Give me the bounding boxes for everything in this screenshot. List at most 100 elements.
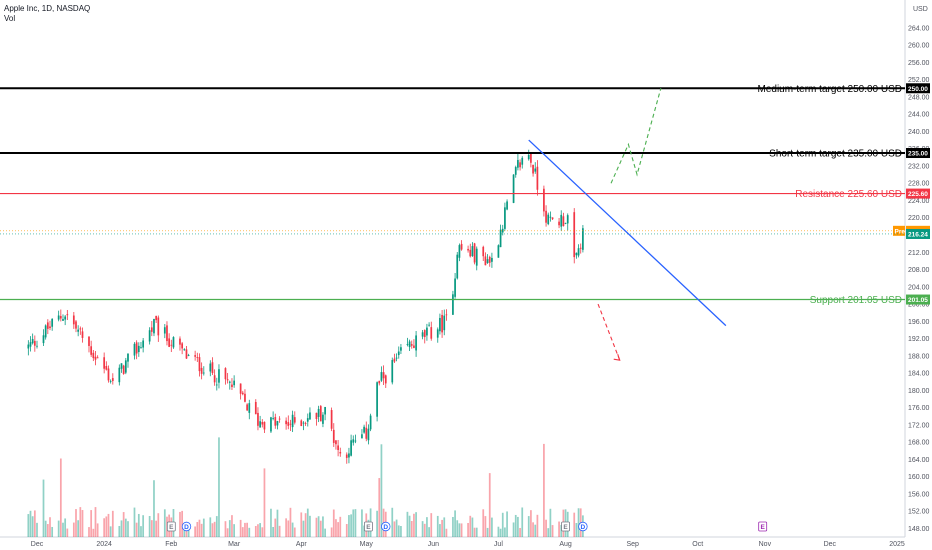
- dividend-marker[interactable]: [181, 521, 192, 532]
- price-tick-label: 220.00: [908, 215, 930, 222]
- candle-body: [81, 331, 84, 338]
- volume-bar: [231, 515, 233, 537]
- candle-body: [382, 372, 385, 379]
- candle-body: [49, 326, 51, 329]
- candle-body: [181, 343, 184, 349]
- candle-body: [246, 404, 248, 411]
- current-price-tag-text: 216.24: [908, 231, 928, 238]
- volume-bar: [309, 515, 311, 537]
- volume-bar: [501, 512, 504, 537]
- candle-body: [194, 355, 197, 357]
- volume-bar: [488, 473, 491, 537]
- earnings-marker[interactable]: [758, 521, 768, 532]
- level-label: Resistance 225.60 USD: [795, 189, 902, 200]
- volume-bar: [137, 513, 140, 537]
- candle-body: [148, 330, 151, 342]
- candle-body: [120, 363, 123, 369]
- candle-body: [122, 365, 125, 374]
- volume-bar: [319, 520, 322, 537]
- candle-body: [274, 417, 277, 426]
- volume-bar: [133, 507, 136, 537]
- volume-bar: [530, 510, 532, 537]
- price-tick-label: 156.00: [908, 491, 930, 498]
- candle-body: [213, 375, 216, 383]
- volume-label: Vol: [4, 14, 16, 23]
- price-tick-label: 240.00: [908, 129, 930, 136]
- volume-bar: [484, 516, 487, 537]
- downtrend-line[interactable]: [528, 139, 727, 327]
- volume-bar: [337, 522, 339, 537]
- level-price-tag-text: 225.60: [908, 191, 928, 198]
- volume-bar: [527, 516, 530, 537]
- candle-body: [92, 352, 95, 359]
- candle-body: [324, 406, 326, 415]
- price-tick-label: 188.00: [908, 353, 930, 360]
- volume-bar: [408, 515, 411, 537]
- time-tick-label: Dec: [31, 541, 44, 548]
- earnings-marker[interactable]: [364, 521, 373, 532]
- volume-bar: [259, 523, 261, 537]
- candle-body: [499, 229, 502, 248]
- volume-bar: [423, 523, 426, 537]
- candle-body: [196, 357, 199, 358]
- volume-bar: [300, 512, 303, 537]
- bearish-projection-path[interactable]: [597, 303, 621, 361]
- pre-market-badge-text: Pre: [895, 228, 906, 235]
- candle-body: [536, 166, 539, 190]
- volume-bar: [140, 526, 142, 537]
- volume-bar: [380, 444, 383, 537]
- candle-body: [415, 335, 417, 351]
- candle-body: [218, 369, 220, 383]
- price-tick-label: 212.00: [908, 250, 930, 257]
- volume-bar: [248, 527, 251, 537]
- price-tick-label: 172.00: [908, 422, 930, 429]
- bullish-projection-path[interactable]: [610, 88, 662, 184]
- candle-body: [378, 380, 381, 384]
- candle-body: [426, 327, 428, 336]
- candle-body: [367, 428, 370, 441]
- candle-body: [239, 383, 242, 394]
- candle-body: [517, 160, 519, 168]
- volume-bar: [226, 528, 229, 537]
- volume-bar: [551, 525, 554, 537]
- time-tick-label: Apr: [296, 541, 308, 548]
- candle-body: [473, 243, 476, 263]
- candle-body: [361, 434, 363, 439]
- volume-bar: [471, 517, 474, 537]
- candle-body: [248, 403, 251, 413]
- candle-body: [261, 422, 264, 425]
- dividend-marker[interactable]: [381, 521, 391, 532]
- volume-bar: [75, 509, 77, 537]
- earnings-marker[interactable]: [561, 521, 570, 532]
- currency-label: USD: [913, 6, 928, 13]
- volume-bar: [120, 520, 123, 537]
- time-tick-label: Dec: [824, 541, 837, 548]
- candle-body: [94, 356, 97, 360]
- candle-body: [88, 336, 90, 346]
- candle-body: [395, 357, 398, 359]
- volume-bar: [391, 507, 394, 537]
- volume-bar: [573, 512, 576, 537]
- dividend-marker[interactable]: [578, 521, 588, 532]
- price-tick-label: 224.00: [908, 198, 930, 205]
- candle-body: [79, 328, 82, 330]
- candle-body: [471, 246, 474, 257]
- candle-body: [430, 327, 433, 339]
- candle-body: [380, 372, 383, 381]
- price-tick-label: 260.00: [908, 43, 930, 50]
- volume-bar: [499, 528, 502, 537]
- volume-bar: [200, 523, 203, 537]
- volume-bar: [150, 520, 153, 537]
- candle-body: [244, 393, 246, 402]
- candle-body: [393, 358, 396, 362]
- candle-body: [363, 426, 365, 433]
- volume-bar: [549, 508, 552, 537]
- earnings-marker[interactable]: [166, 521, 176, 532]
- candle-body: [172, 337, 175, 348]
- volume-bar: [27, 514, 30, 537]
- candle-body: [545, 210, 547, 223]
- candle-body: [547, 214, 550, 225]
- candle-body: [202, 372, 205, 374]
- candle-body: [575, 252, 578, 256]
